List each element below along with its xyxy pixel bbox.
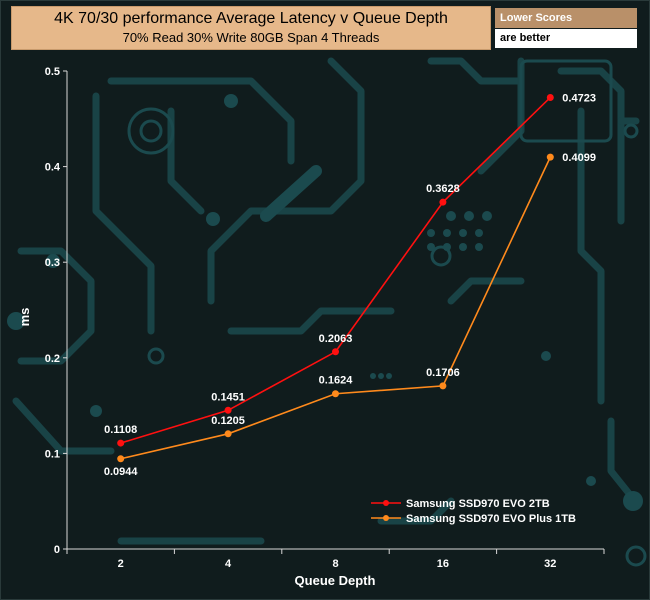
y-tick-label: 0.2 <box>45 353 60 365</box>
legend: Samsung SSD970 EVO 2TB Samsung SSD970 EVO… <box>371 498 576 525</box>
data-point <box>546 153 554 161</box>
series-line-2 <box>120 156 552 460</box>
data-point <box>332 390 339 398</box>
x-tick-label: 2 <box>118 558 124 570</box>
x-tick-label: 16 <box>437 558 449 570</box>
x-tick-label: 8 <box>332 558 338 570</box>
legend-marker <box>383 500 389 506</box>
legend-marker <box>383 515 389 521</box>
y-tick-label: 0 <box>54 544 60 556</box>
data-point <box>224 430 232 438</box>
data-label: 0.0944 <box>104 466 139 478</box>
data-point <box>439 198 447 206</box>
y-tick-label: 0.3 <box>45 257 60 269</box>
note-lower-scores: Lower Scores <box>495 8 637 28</box>
y-tick-label: 0.5 <box>45 66 60 78</box>
y-ticks: 0 0.1 0.2 0.3 0.4 0.5 <box>45 66 67 556</box>
y-tick-label: 0.1 <box>45 448 60 460</box>
data-point <box>224 406 232 414</box>
data-label: 0.1706 <box>426 367 460 379</box>
data-label: 0.1108 <box>104 424 137 436</box>
chart-title: 4K 70/30 performance Average Latency v Q… <box>54 10 448 27</box>
data-label: 0.1451 <box>211 391 245 403</box>
chart-title-box: 4K 70/30 performance Average Latency v Q… <box>11 6 491 50</box>
x-ticks: 2 4 8 16 32 <box>66 549 605 570</box>
y-tick-label: 0.4 <box>45 162 61 174</box>
x-axis-label: Queue Depth <box>295 573 376 588</box>
data-label: 0.4723 <box>562 92 596 104</box>
data-label: 0.1205 <box>211 415 245 427</box>
y-axis-label: ms <box>17 308 32 327</box>
data-point <box>117 455 125 463</box>
data-point <box>439 382 447 390</box>
series-layer <box>117 93 554 463</box>
data-point <box>546 93 554 101</box>
data-label: 0.1624 <box>319 375 354 387</box>
x-tick-label: 4 <box>225 558 232 570</box>
x-tick-label: 32 <box>544 558 556 570</box>
data-label: 0.4099 <box>562 152 596 164</box>
data-label: 0.2063 <box>319 333 353 345</box>
note-are-better: are better <box>495 29 637 48</box>
legend-label: Samsung SSD970 EVO Plus 1TB <box>406 513 576 525</box>
data-point <box>117 439 125 447</box>
data-label-layer: 0.1108 0.1451 0.2063 0.3628 0.4723 0.0944 0.12… <box>104 92 596 477</box>
data-label: 0.3628 <box>426 183 460 195</box>
chart-subtitle: 70% Read 30% Write 80GB Span 4 Threads <box>122 30 380 45</box>
legend-label: Samsung SSD970 EVO 2TB <box>406 498 550 510</box>
data-point <box>332 348 339 356</box>
